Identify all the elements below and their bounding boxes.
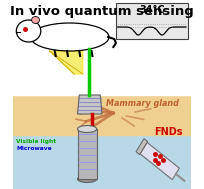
Text: Microwave: Microwave	[16, 146, 52, 152]
Bar	[116, 3, 188, 39]
Ellipse shape	[16, 20, 41, 42]
Text: Visible light: Visible light	[16, 139, 57, 143]
Ellipse shape	[30, 23, 109, 51]
Bar	[78, 129, 97, 179]
Text: FNDs: FNDs	[154, 127, 183, 137]
Ellipse shape	[78, 125, 97, 132]
Polygon shape	[78, 95, 102, 114]
Text: In vivo quantum sensing: In vivo quantum sensing	[10, 5, 194, 18]
Bar	[13, 129, 191, 189]
Bar	[13, 94, 191, 135]
Polygon shape	[136, 139, 148, 155]
Polygon shape	[140, 142, 179, 180]
Bar	[13, 0, 191, 95]
Text: 34°C: 34°C	[139, 5, 165, 15]
Polygon shape	[50, 51, 83, 74]
Text: Mammary gland: Mammary gland	[106, 99, 179, 108]
Ellipse shape	[78, 176, 97, 183]
Ellipse shape	[32, 16, 40, 23]
